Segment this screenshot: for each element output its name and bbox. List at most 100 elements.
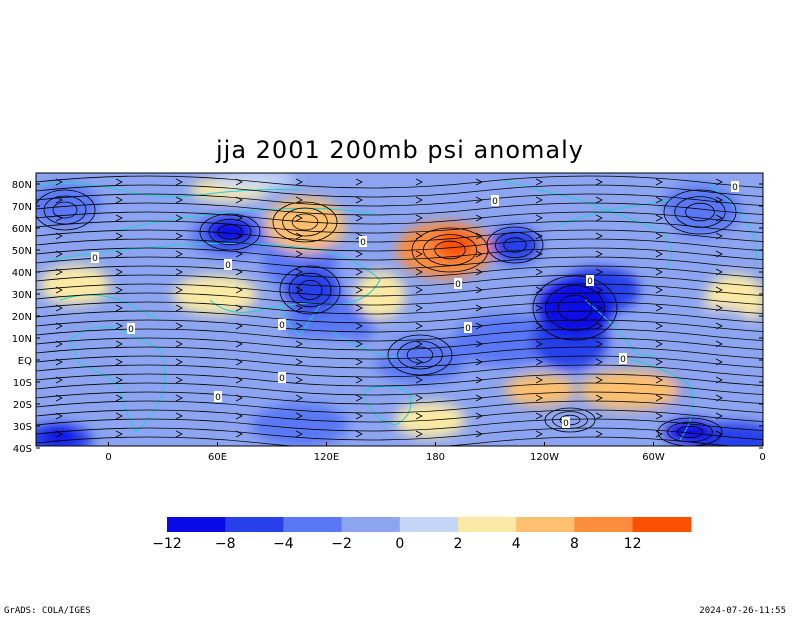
flow-arrow: [115, 430, 123, 438]
flow-arrow: [715, 304, 723, 312]
closed-streamline: [291, 213, 319, 231]
flow-arrow: [235, 340, 243, 348]
closed-streamline: [667, 421, 713, 443]
flow-arrow: [655, 376, 663, 384]
flow-arrow: [355, 358, 363, 366]
flow-arrow: [235, 304, 243, 312]
flow-arrow: [655, 322, 663, 330]
closed-streamline: [52, 201, 78, 219]
flow-arrow: [115, 412, 123, 420]
flow-arrow: [655, 394, 663, 402]
streamline: [36, 265, 763, 279]
streamline: [36, 292, 763, 306]
lat-label: 10N: [12, 334, 32, 345]
closed-streamline: [397, 340, 443, 370]
flow-arrow: [235, 412, 243, 420]
closed-streamline: [545, 285, 605, 331]
colorbar-label: 12: [624, 536, 642, 552]
flow-arrow: [415, 430, 423, 438]
flow-arrow: [595, 178, 603, 186]
flow-arrow: [235, 376, 243, 384]
flow-arrow: [415, 340, 423, 348]
closed-streamline: [282, 207, 328, 237]
closed-streamline: [387, 334, 453, 376]
contour-label: 0: [563, 419, 569, 429]
flow-arrow: [355, 340, 363, 348]
flow-arrow: [715, 250, 723, 258]
flow-arrow: [595, 430, 603, 438]
flow-arrow: [55, 232, 63, 240]
flow-arrow: [715, 214, 723, 222]
flow-arrow: [55, 394, 63, 402]
flow-arrow: [295, 286, 303, 294]
closed-streamline: [208, 218, 252, 245]
flow-arrow: [115, 322, 123, 330]
flow-arrow: [295, 196, 303, 204]
flow-arrow: [295, 358, 303, 366]
contour-label: 0: [465, 324, 471, 334]
flow-arrow: [595, 322, 603, 330]
flow-arrow: [715, 358, 723, 366]
flow-arrow: [55, 376, 63, 384]
flow-arrow: [595, 340, 603, 348]
closed-streamline: [557, 294, 593, 322]
flow-arrow: [595, 376, 603, 384]
colorbar-label: 8: [570, 536, 579, 552]
flow-arrow: [175, 358, 183, 366]
contour-label-bg: [278, 372, 286, 383]
flow-arrow: [595, 358, 603, 366]
anomaly-patch: [565, 200, 675, 260]
closed-streamline: [43, 195, 87, 225]
colorbar-label: −4: [273, 536, 294, 552]
anomaly-patch: [252, 403, 348, 446]
flow-arrow: [235, 286, 243, 294]
flow-arrow: [235, 214, 243, 222]
flow-arrow: [415, 286, 423, 294]
flow-arrow: [595, 232, 603, 240]
closed-streamline: [503, 237, 527, 253]
longitude-labels: 0 60E 120E 180 120W 60W 0: [105, 452, 765, 463]
closed-streamline: [199, 213, 261, 251]
axis-ticks: [36, 183, 763, 449]
coastline: [69, 326, 166, 433]
closed-streamline: [297, 279, 323, 300]
lat-label: 70N: [12, 202, 32, 213]
colorbar-swatch: [574, 517, 634, 532]
flow-arrow: [475, 358, 483, 366]
colorbar-swatch: [225, 517, 284, 532]
flow-arrow: [355, 394, 363, 402]
flow-arrow: [295, 268, 303, 276]
contour-label: 0: [128, 325, 134, 335]
flow-arrow: [535, 250, 543, 258]
flow-arrow: [115, 286, 123, 294]
streamline: [36, 220, 763, 234]
flow-arrow: [115, 394, 123, 402]
lat-label: 30S: [13, 422, 32, 433]
flow-arrow: [715, 430, 723, 438]
flow-arrow: [475, 412, 483, 420]
flow-arrow: [175, 214, 183, 222]
flow-arrow: [475, 232, 483, 240]
flow-arrow: [55, 358, 63, 366]
streamline: [36, 247, 763, 261]
flow-arrow: [655, 214, 663, 222]
flow-arrow: [475, 214, 483, 222]
flow-arrow: [355, 250, 363, 258]
flow-arrow: [535, 376, 543, 384]
closed-streamline: [685, 202, 715, 222]
flow-arrow: [235, 394, 243, 402]
flow-arrow: [535, 196, 543, 204]
flow-arrow: [55, 214, 63, 222]
flow-arrow: [295, 340, 303, 348]
contour-label-bg: [278, 319, 286, 330]
flow-arrow: [115, 214, 123, 222]
flow-arrow: [115, 196, 123, 204]
flow-arrow: [55, 250, 63, 258]
streamline: [36, 202, 763, 216]
contour-label: 0: [92, 254, 98, 264]
streamline: [36, 301, 763, 315]
anomaly-patch: [355, 271, 405, 319]
lon-label: 120E: [314, 452, 339, 463]
flow-arrow: [475, 376, 483, 384]
lat-label: 50N: [12, 246, 32, 257]
